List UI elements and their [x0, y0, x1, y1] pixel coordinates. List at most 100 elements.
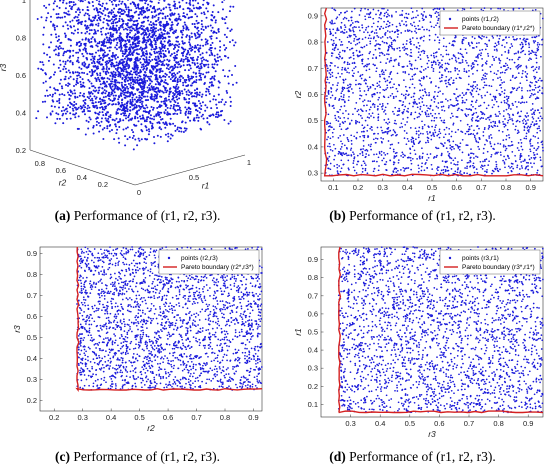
data-point-3d	[69, 94, 72, 97]
data-point	[418, 141, 421, 144]
data-point	[384, 80, 387, 83]
data-point-3d	[120, 62, 123, 65]
data-point	[494, 113, 497, 116]
data-point-3d	[103, 40, 106, 43]
data-point-3d	[83, 92, 85, 95]
data-point-3d	[101, 5, 104, 8]
data-point	[341, 142, 344, 145]
data-point-3d	[197, 48, 200, 51]
data-point	[459, 172, 461, 174]
data-point	[363, 134, 366, 137]
data-point	[526, 38, 529, 41]
data-point-3d	[80, 67, 83, 70]
data-point-3d	[109, 87, 112, 89]
data-point	[494, 125, 497, 127]
data-point-3d	[181, 40, 184, 43]
data-point	[410, 141, 413, 143]
data-point-3d	[48, 46, 50, 49]
data-point-3d	[217, 113, 220, 116]
data-point-3d	[150, 97, 153, 100]
data-point	[376, 25, 379, 28]
data-point-3d	[164, 50, 167, 52]
data-point	[427, 56, 429, 59]
data-point-3d	[126, 24, 129, 27]
data-point	[334, 117, 337, 120]
data-point	[480, 8, 483, 11]
data-point	[471, 119, 474, 122]
data-point	[336, 84, 339, 87]
data-point	[432, 70, 435, 72]
data-point	[397, 161, 400, 164]
data-point	[388, 75, 390, 78]
data-point-3d	[119, 32, 122, 35]
data-point-3d	[132, 134, 135, 137]
data-point-3d	[202, 0, 205, 2]
data-point-3d	[65, 71, 68, 74]
data-point	[505, 138, 508, 141]
data-point-3d	[139, 82, 141, 85]
data-point-3d	[175, 56, 178, 59]
data-point-3d	[185, 1, 188, 4]
data-point	[475, 46, 478, 48]
data-point-3d	[191, 10, 194, 13]
data-point-3d	[114, 57, 117, 60]
data-point-3d	[91, 92, 94, 95]
data-point-3d	[78, 40, 81, 43]
data-point-3d	[168, 6, 171, 9]
data-point	[332, 34, 334, 37]
data-point-3d	[151, 124, 154, 127]
data-point-3d	[148, 130, 151, 133]
data-point	[396, 72, 399, 75]
data-point	[478, 88, 481, 91]
data-point-3d	[132, 41, 135, 44]
data-point	[341, 43, 344, 46]
points-series	[323, 7, 544, 177]
data-point-3d	[84, 133, 87, 136]
data-point-3d	[188, 41, 191, 44]
data-point	[381, 7, 383, 10]
data-point	[341, 57, 344, 59]
data-point	[534, 84, 536, 87]
data-point	[463, 70, 466, 73]
data-point-3d	[129, 109, 132, 112]
data-point-3d	[131, 43, 134, 46]
data-point-3d	[104, 112, 107, 115]
data-point-3d	[69, 112, 72, 115]
data-point	[423, 50, 426, 53]
r1-axis-label: r1	[202, 181, 210, 191]
data-point-3d	[170, 53, 173, 56]
data-point	[468, 125, 471, 128]
data-point-3d	[62, 52, 65, 55]
data-point	[535, 66, 538, 69]
data-point-3d	[87, 9, 90, 12]
data-point-3d	[120, 84, 123, 86]
data-point-3d	[152, 108, 154, 111]
data-point-3d	[190, 32, 193, 35]
data-point-3d	[185, 90, 188, 93]
data-point-3d	[108, 57, 111, 59]
data-point-3d	[142, 11, 145, 14]
data-point-3d	[200, 23, 203, 26]
data-point-3d	[210, 35, 213, 38]
data-point	[405, 132, 408, 134]
data-point-3d	[148, 56, 151, 59]
data-point-3d	[196, 15, 199, 18]
data-point-3d	[89, 118, 92, 121]
data-point-3d	[108, 68, 111, 70]
data-point	[424, 113, 427, 116]
data-point	[395, 155, 398, 157]
data-point	[472, 95, 474, 98]
data-point-3d	[159, 24, 162, 27]
data-point-3d	[168, 98, 170, 101]
data-point	[536, 109, 539, 111]
data-point-3d	[124, 94, 127, 97]
data-point	[445, 126, 448, 129]
data-point-3d	[136, 19, 139, 22]
data-point-3d	[73, 104, 76, 106]
data-point	[441, 109, 443, 111]
data-point-3d	[203, 82, 206, 84]
data-point-3d	[162, 8, 165, 11]
data-point	[409, 127, 412, 129]
data-point-3d	[196, 59, 199, 61]
data-point-3d	[210, 49, 213, 52]
